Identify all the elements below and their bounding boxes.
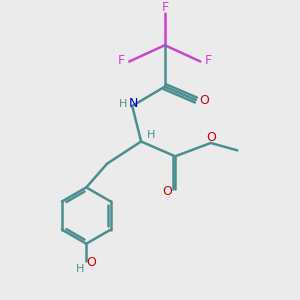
Text: O: O [162,185,172,198]
Text: O: O [206,131,216,144]
Text: H: H [118,99,127,109]
Text: H: H [76,264,84,274]
Text: O: O [87,256,97,269]
Text: N: N [129,97,138,110]
Text: F: F [161,1,168,14]
Text: H: H [146,130,155,140]
Text: O: O [199,94,209,106]
Text: F: F [117,54,124,68]
Text: F: F [205,54,212,68]
